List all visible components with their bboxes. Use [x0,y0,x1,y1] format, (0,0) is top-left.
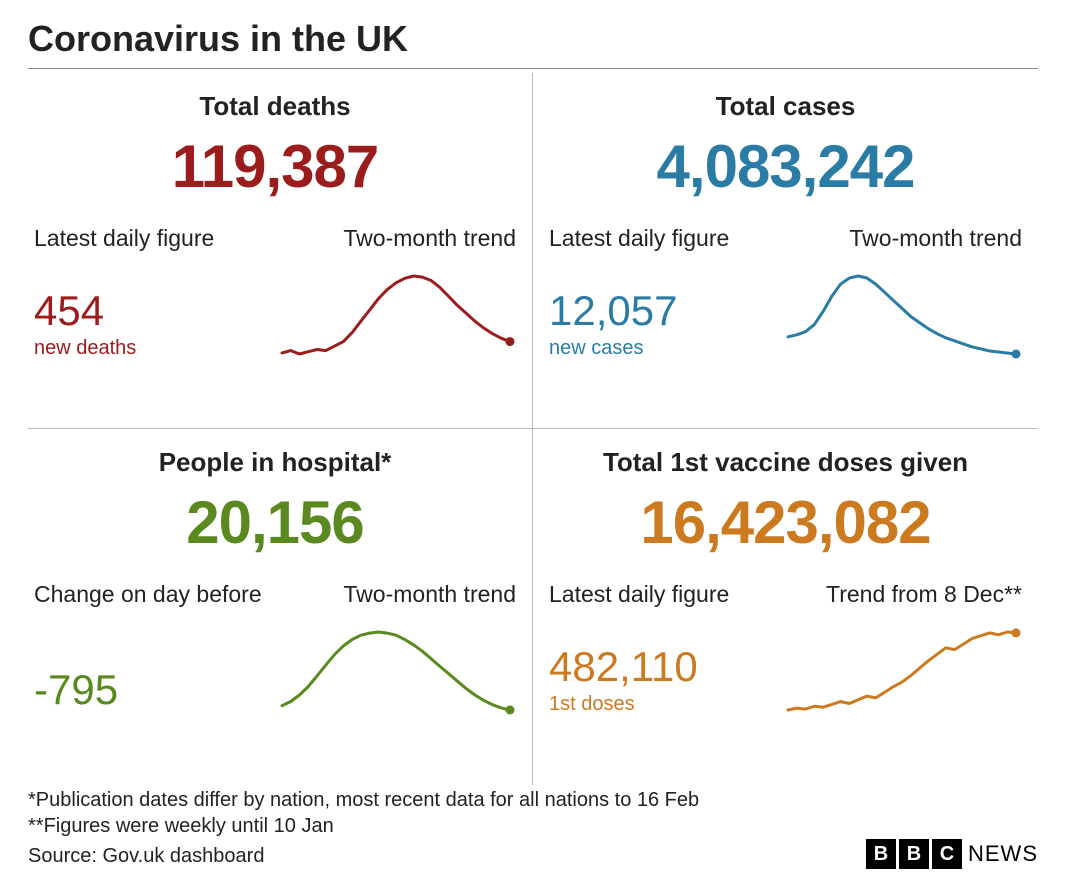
panel-vaccine-sparkline [782,626,1022,716]
bbc-block-1: B [866,839,896,869]
page-title: Coronavirus in the UK [28,18,1038,68]
panel-deaths-sparkline [276,270,516,360]
panel-deaths-daily-label: new deaths [34,337,136,360]
panel-hospital-sparkline [276,626,516,716]
panel-deaths-sub-right: Two-month trend [343,225,516,252]
panel-cases-daily-label: new cases [549,337,677,360]
panel-hospital-daily-value: -795 [34,666,118,714]
bbc-blocks: B B C [866,839,962,869]
panel-hospital-sub-left: Change on day before [34,581,262,608]
stats-grid: Total deaths 119,387 Latest daily figure… [28,73,1038,785]
title-rule [28,68,1038,69]
panel-hospital-title: People in hospital* [34,447,516,478]
panel-cases-sub-left: Latest daily figure [549,225,729,252]
panel-vaccine-daily-label: 1st doses [549,693,698,716]
panel-hospital: People in hospital* 20,156 Change on day… [28,429,533,785]
footnote-1: *Publication dates differ by nation, mos… [28,787,1038,813]
panel-cases-daily-value: 12,057 [549,287,677,335]
panel-cases-sparkline [782,270,1022,360]
bbc-news-text: NEWS [968,840,1038,869]
bbc-block-2: B [899,839,929,869]
panel-vaccine: Total 1st vaccine doses given 16,423,082… [533,429,1038,785]
panel-deaths-title: Total deaths [34,91,516,122]
panel-vaccine-total: 16,423,082 [549,488,1022,557]
source-line: Source: Gov.uk dashboard [28,843,264,869]
panel-deaths-daily-value: 454 [34,287,136,335]
panel-cases-sub-right: Two-month trend [849,225,1022,252]
panel-deaths-total: 119,387 [34,132,516,201]
panel-cases-total: 4,083,242 [549,132,1022,201]
footer: *Publication dates differ by nation, mos… [28,787,1038,869]
panel-vaccine-sub-right: Trend from 8 Dec** [826,581,1022,608]
panel-hospital-total: 20,156 [34,488,516,557]
panel-cases: Total cases 4,083,242 Latest daily figur… [533,73,1038,429]
panel-hospital-sub-right: Two-month trend [343,581,516,608]
panel-vaccine-title: Total 1st vaccine doses given [549,447,1022,478]
panel-deaths-sub-left: Latest daily figure [34,225,214,252]
panel-vaccine-sub-left: Latest daily figure [549,581,729,608]
panel-deaths: Total deaths 119,387 Latest daily figure… [28,73,533,429]
bbc-block-3: C [932,839,962,869]
panel-cases-title: Total cases [549,91,1022,122]
bbc-news-logo: B B C NEWS [866,839,1038,869]
footnote-2: **Figures were weekly until 10 Jan [28,813,1038,839]
panel-vaccine-daily-value: 482,110 [549,643,698,691]
